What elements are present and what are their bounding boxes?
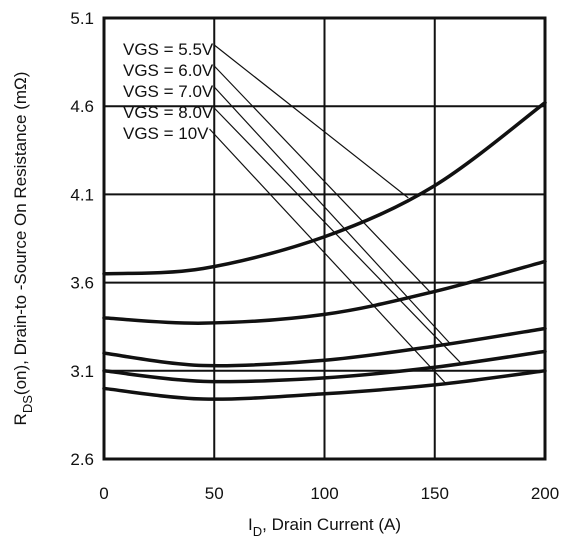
legend-leader-3 (213, 107, 462, 364)
x-tick-label-1: 50 (205, 484, 224, 503)
x-axis-label-main: I (248, 515, 253, 534)
x-tick-label-3: 150 (421, 484, 449, 503)
legend: VGS = 5.5V VGS = 6.0V VGS = 7.0V VGS = 8.0V… (123, 40, 214, 143)
legend-leader-lines (209, 44, 462, 384)
y-tick-label-1: 3.1 (70, 362, 94, 381)
x-axis-label: ID, Drain Current (A) (248, 515, 401, 539)
legend-label-4: VGS = 10V (123, 124, 209, 143)
plot-frame (102, 16, 547, 461)
x-axis-label-sub: D (253, 524, 262, 539)
x-axis-label-rest: , Drain Current (A) (262, 515, 401, 534)
legend-label-2: VGS = 7.0V (123, 82, 214, 101)
legend-label-0: VGS = 5.5V (123, 40, 214, 59)
x-tick-label-4: 200 (531, 484, 559, 503)
series-line-4 (102, 369, 547, 401)
y-tick-label-0: 2.6 (70, 450, 94, 469)
y-axis-label: RDS(on), Drain-to -Source On Resistance … (11, 72, 35, 426)
y-tick-label-4: 4.6 (70, 97, 94, 116)
series-line-3 (102, 349, 547, 384)
y-tick-label-3: 4.1 (70, 185, 94, 204)
legend-label-3: VGS = 8.0V (123, 103, 214, 122)
y-axis-label-sub: DS (20, 395, 35, 413)
y-tick-label-2: 3.6 (70, 274, 94, 293)
legend-leader-4 (209, 128, 447, 384)
curves (102, 100, 547, 401)
x-tick-label-2: 100 (310, 484, 338, 503)
y-axis-label-rest: (on), Drain-to -Source On Resistance (mΩ… (11, 72, 30, 396)
legend-leader-1 (213, 65, 431, 293)
y-axis-label-main: R (11, 413, 30, 425)
legend-leader-0 (213, 44, 409, 199)
series-line-0 (102, 100, 547, 276)
legend-leader-2 (213, 86, 451, 345)
legend-label-1: VGS = 6.0V (123, 61, 214, 80)
series-line-1 (102, 259, 547, 325)
y-tick-label-5: 5.1 (70, 9, 94, 28)
x-tick-label-0: 0 (99, 484, 108, 503)
series-line-2 (102, 326, 547, 368)
tick-labels: 0 50 100 150 200 2.6 3.1 3.6 4.1 4.6 5.1 (70, 9, 559, 503)
